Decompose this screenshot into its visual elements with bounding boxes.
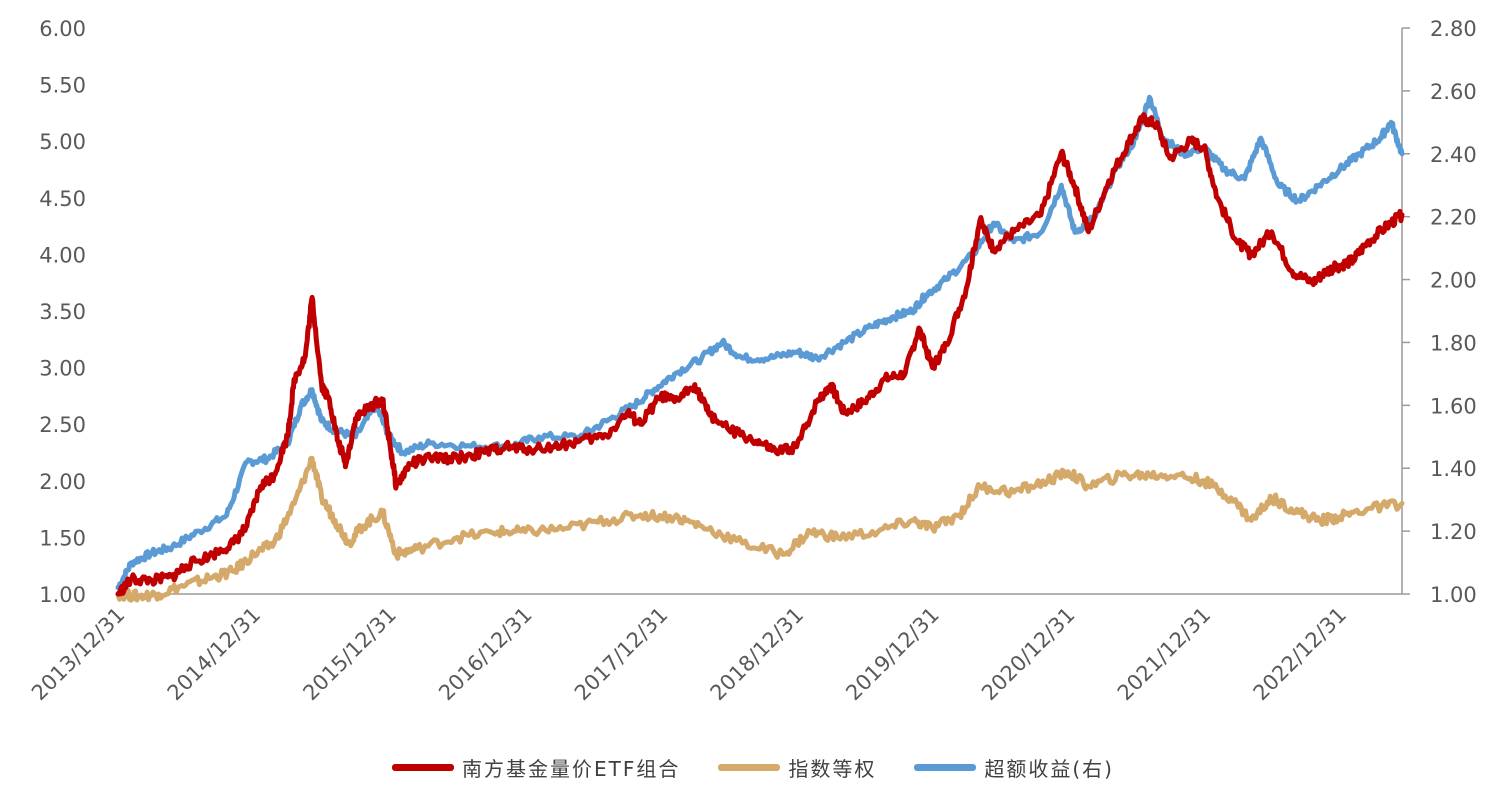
legend-item-excess: 超额收益(右) xyxy=(914,753,1114,782)
x-axis: 2013/12/31 2014/12/31 2015/12/31 2016/12/31… xyxy=(27,593,1402,706)
left-tick-label: 5.00 xyxy=(39,130,86,154)
left-tick-label: 1.50 xyxy=(39,526,86,550)
left-tick-label: 2.50 xyxy=(39,413,86,437)
right-tick-label: 1.80 xyxy=(1430,331,1477,355)
right-tick-label: 2.40 xyxy=(1430,143,1477,167)
x-tick-label: 2015/12/31 xyxy=(298,603,401,706)
series-layer xyxy=(115,94,1405,603)
right-tick-label: 2.20 xyxy=(1430,206,1477,230)
x-tick-label: 2019/12/31 xyxy=(841,603,944,706)
right-tick-label: 2.00 xyxy=(1430,269,1477,293)
x-tick-label: 2018/12/31 xyxy=(706,603,809,706)
right-tick-label: 1.00 xyxy=(1430,583,1477,607)
series-line-index xyxy=(115,455,1405,603)
series-line-excess xyxy=(115,94,1405,591)
left-tick-label: 4.00 xyxy=(39,243,86,267)
legend-item-portfolio: 南方基金量价ETF组合 xyxy=(392,753,680,782)
x-tick-label: 2014/12/31 xyxy=(163,603,266,706)
line-chart: 1.00 1.50 2.00 2.50 3.00 3.50 4.00 4.50 5.00 5.50… xyxy=(27,17,1477,706)
left-tick-label: 1.00 xyxy=(39,583,86,607)
legend-label-portfolio: 南方基金量价ETF组合 xyxy=(462,756,681,781)
x-tick-label: 2022/12/31 xyxy=(1249,603,1352,706)
series-line-portfolio xyxy=(115,112,1405,597)
legend-label-index: 指数等权 xyxy=(788,756,877,781)
left-tick-label: 2.00 xyxy=(39,470,86,494)
x-tick-label: 2017/12/31 xyxy=(570,603,673,706)
left-y-axis: 1.00 1.50 2.00 2.50 3.00 3.50 4.00 4.50 5.00 5.50… xyxy=(39,17,86,607)
left-tick-label: 3.00 xyxy=(39,357,86,381)
right-tick-label: 1.40 xyxy=(1430,457,1477,481)
legend-swatch-portfolio xyxy=(392,763,455,771)
x-tick-label: 2013/12/31 xyxy=(27,603,130,706)
right-tick-label: 2.60 xyxy=(1430,80,1477,104)
right-tick-label: 1.20 xyxy=(1430,520,1477,544)
left-tick-label: 5.50 xyxy=(39,74,86,98)
x-tick-label: 2016/12/31 xyxy=(434,603,537,706)
x-tick-label: 2020/12/31 xyxy=(977,603,1080,706)
legend-item-index: 指数等权 xyxy=(718,753,876,782)
legend: 南方基金量价ETF组合 指数等权 超额收益(右) xyxy=(0,749,1506,785)
left-tick-label: 3.50 xyxy=(39,300,86,324)
legend-swatch-excess xyxy=(914,763,977,771)
right-tick-label: 2.80 xyxy=(1430,17,1477,41)
left-tick-label: 6.00 xyxy=(39,17,86,41)
x-tick-label: 2021/12/31 xyxy=(1113,603,1216,706)
right-y-axis: 1.00 1.20 1.40 1.60 1.80 2.00 2.20 2.40 2.60 2.80 xyxy=(1401,17,1477,607)
legend-label-excess: 超额收益(右) xyxy=(984,756,1114,781)
legend-swatch-index xyxy=(718,763,781,771)
right-tick-label: 1.60 xyxy=(1430,394,1477,418)
left-tick-label: 4.50 xyxy=(39,187,86,211)
